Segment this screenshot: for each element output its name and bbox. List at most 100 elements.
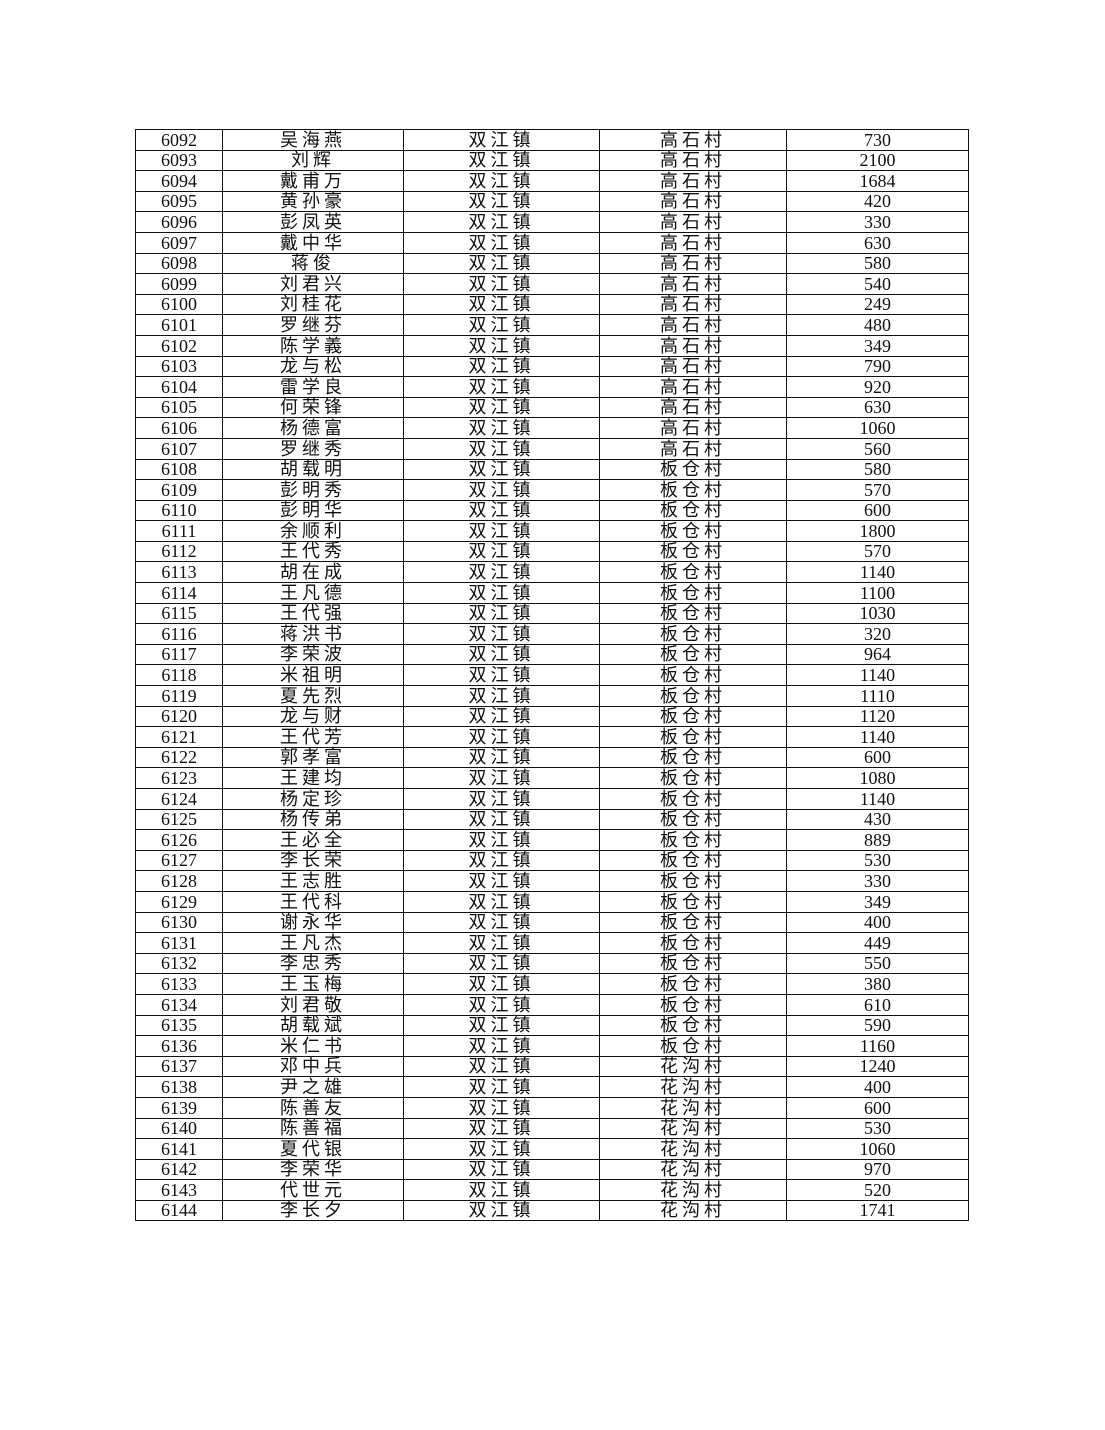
record-number-cell: 6112 <box>135 540 223 563</box>
amount-cell: 550 <box>786 952 969 975</box>
village-cell: 板仓村 <box>599 1014 787 1037</box>
record-number-cell: 6128 <box>135 870 223 892</box>
name-cell: 彭凤英 <box>222 211 404 233</box>
record-number-cell: 6123 <box>135 767 223 789</box>
town-cell: 双江镇 <box>403 643 600 666</box>
town-cell: 双江镇 <box>403 129 600 151</box>
town-cell: 双江镇 <box>403 911 600 934</box>
village-cell: 板仓村 <box>599 829 787 851</box>
town-cell: 双江镇 <box>403 376 600 398</box>
village-cell: 板仓村 <box>599 643 787 666</box>
table-row: 6122 郭孝富 双江镇 板仓村 600 <box>135 746 969 769</box>
name-cell: 陈学義 <box>222 334 404 357</box>
table-row: 6142 李荣华 双江镇 花沟村 970 <box>135 1158 969 1181</box>
name-cell: 王志胜 <box>222 870 404 892</box>
record-number-cell: 6120 <box>135 705 223 728</box>
village-cell: 板仓村 <box>599 746 787 769</box>
table-row: 6109 彭明秀 双江镇 板仓村 570 <box>135 479 969 501</box>
town-cell: 双江镇 <box>403 499 600 522</box>
record-number-cell: 6099 <box>135 273 223 295</box>
village-cell: 板仓村 <box>599 890 787 913</box>
amount-cell: 1160 <box>786 1035 969 1057</box>
table-row: 6094 戴甫万 双江镇 高石村 1684 <box>135 170 969 192</box>
name-cell: 邓中兵 <box>222 1055 404 1078</box>
table-row: 6115 王代强 双江镇 板仓村 1030 <box>135 602 969 625</box>
town-cell: 双江镇 <box>403 685 600 707</box>
name-cell: 何荣锋 <box>222 396 404 419</box>
table-row: 6131 王凡杰 双江镇 板仓村 449 <box>135 932 969 954</box>
name-cell: 陈善友 <box>222 1096 404 1119</box>
table-row: 6100 刘桂花 双江镇 高石村 249 <box>135 293 969 316</box>
record-number-cell: 6097 <box>135 231 223 254</box>
amount-cell: 520 <box>786 1179 969 1201</box>
table-row: 6127 李长荣 双江镇 板仓村 530 <box>135 849 969 872</box>
amount-cell: 1800 <box>786 520 969 542</box>
record-number-cell: 6107 <box>135 437 223 460</box>
table-row: 6141 夏代银 双江镇 花沟村 1060 <box>135 1138 969 1160</box>
amount-cell: 570 <box>786 479 969 501</box>
town-cell: 双江镇 <box>403 808 600 831</box>
town-cell: 双江镇 <box>403 705 600 728</box>
record-number-cell: 6131 <box>135 932 223 954</box>
record-number-cell: 6130 <box>135 911 223 934</box>
name-cell: 王代强 <box>222 602 404 625</box>
town-cell: 双江镇 <box>403 602 600 625</box>
amount-cell: 600 <box>786 746 969 769</box>
town-cell: 双江镇 <box>403 355 600 378</box>
table-row: 6098 蒋俊 双江镇 高石村 580 <box>135 252 969 275</box>
record-number-cell: 6095 <box>135 190 223 213</box>
amount-cell: 249 <box>786 293 969 316</box>
town-cell: 双江镇 <box>403 1076 600 1098</box>
amount-cell: 1741 <box>786 1199 969 1222</box>
village-cell: 高石村 <box>599 231 787 254</box>
amount-cell: 630 <box>786 231 969 254</box>
name-cell: 王玉梅 <box>222 973 404 995</box>
table-row: 6139 陈善友 双江镇 花沟村 600 <box>135 1096 969 1119</box>
record-number-cell: 6140 <box>135 1117 223 1140</box>
amount-cell: 480 <box>786 314 969 336</box>
table-row: 6112 王代秀 双江镇 板仓村 570 <box>135 540 969 563</box>
table-row: 6123 王建均 双江镇 板仓村 1080 <box>135 767 969 789</box>
record-number-cell: 6106 <box>135 417 223 439</box>
village-cell: 板仓村 <box>599 973 787 995</box>
village-cell: 板仓村 <box>599 685 787 707</box>
village-cell: 板仓村 <box>599 870 787 892</box>
name-cell: 夏先烈 <box>222 685 404 707</box>
table-row: 6114 王凡德 双江镇 板仓村 1100 <box>135 582 969 604</box>
town-cell: 双江镇 <box>403 396 600 419</box>
village-cell: 高石村 <box>599 273 787 295</box>
table-row: 6103 龙与松 双江镇 高石村 790 <box>135 355 969 378</box>
table-row: 6135 胡载斌 双江镇 板仓村 590 <box>135 1014 969 1037</box>
name-cell: 戴中华 <box>222 231 404 254</box>
record-number-cell: 6126 <box>135 829 223 851</box>
name-cell: 胡载斌 <box>222 1014 404 1037</box>
name-cell: 罗继芬 <box>222 314 404 336</box>
village-cell: 花沟村 <box>599 1076 787 1098</box>
name-cell: 吴海燕 <box>222 129 404 151</box>
village-cell: 高石村 <box>599 396 787 419</box>
town-cell: 双江镇 <box>403 890 600 913</box>
town-cell: 双江镇 <box>403 211 600 233</box>
village-cell: 板仓村 <box>599 540 787 563</box>
name-cell: 王凡杰 <box>222 932 404 954</box>
name-cell: 王建均 <box>222 767 404 789</box>
name-cell: 李长夕 <box>222 1199 404 1222</box>
table-row: 6121 王代芳 双江镇 板仓村 1140 <box>135 726 969 748</box>
amount-cell: 540 <box>786 273 969 295</box>
village-cell: 板仓村 <box>599 705 787 728</box>
table-row: 6126 王必全 双江镇 板仓村 889 <box>135 829 969 851</box>
village-cell: 高石村 <box>599 211 787 233</box>
record-number-cell: 6117 <box>135 643 223 666</box>
town-cell: 双江镇 <box>403 1035 600 1057</box>
amount-cell: 600 <box>786 1096 969 1119</box>
name-cell: 李忠秀 <box>222 952 404 975</box>
amount-cell: 1140 <box>786 788 969 810</box>
village-cell: 花沟村 <box>599 1158 787 1181</box>
record-number-cell: 6138 <box>135 1076 223 1098</box>
record-number-cell: 6096 <box>135 211 223 233</box>
record-number-cell: 6093 <box>135 149 223 172</box>
town-cell: 双江镇 <box>403 664 600 687</box>
table-row: 6144 李长夕 双江镇 花沟村 1741 <box>135 1199 969 1222</box>
record-number-cell: 6122 <box>135 746 223 769</box>
table-row: 6129 王代科 双江镇 板仓村 349 <box>135 890 969 913</box>
